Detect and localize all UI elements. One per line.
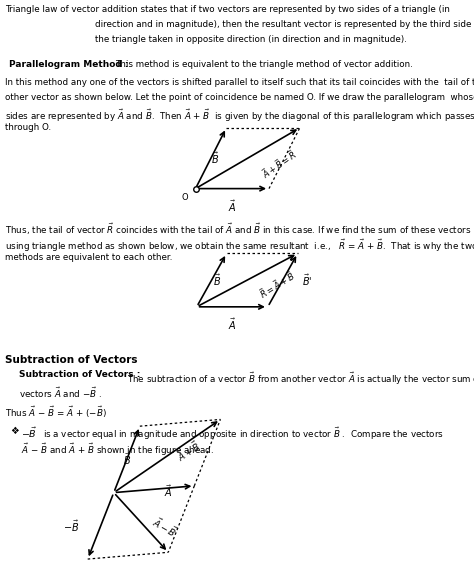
Text: The subtraction of a vector $\vec{B}$ from another vector $\vec{A}$ is actually : The subtraction of a vector $\vec{B}$ fr…: [127, 370, 474, 387]
Text: $\vec{B}$: $\vec{B}$: [211, 150, 219, 166]
Text: $\vec{A}$ $-$ $\vec{B}$ and $\vec{A}$ + $\vec{B}$ shown in the figure ahead.: $\vec{A}$ $-$ $\vec{B}$ and $\vec{A}$ + …: [21, 441, 215, 458]
Text: direction and in magnitude), then the resultant vector is represented by the thi: direction and in magnitude), then the re…: [95, 20, 474, 29]
Text: Thus $\vec{A}$ $-$ $\vec{B}$ = $\vec{A}$ + ($-\vec{B}$): Thus $\vec{A}$ $-$ $\vec{B}$ = $\vec{A}$…: [5, 405, 107, 421]
Text: $\vec{B}$: $\vec{B}$: [123, 452, 131, 467]
Text: This method is equivalent to the triangle method of vector addition.: This method is equivalent to the triangl…: [115, 60, 412, 69]
Text: $-\vec{B}$: $-\vec{B}$: [63, 518, 79, 534]
Text: Subtraction of Vectors :: Subtraction of Vectors :: [19, 370, 144, 379]
Text: $\vec{A}+\vec{B}$: $\vec{A}+\vec{B}$: [174, 439, 203, 464]
Text: sides are represented by $\vec{A}$ and $\vec{B}$.  Then $\vec{A}$ + $\vec{B}$  i: sides are represented by $\vec{A}$ and $…: [5, 108, 474, 124]
Text: Parallelogram Method :: Parallelogram Method :: [9, 60, 132, 69]
Text: In this method any one of the vectors is shifted parallel to itself such that it: In this method any one of the vectors is…: [5, 78, 474, 87]
Text: through O.: through O.: [5, 123, 51, 132]
Text: $\vec{A}+\vec{B}=\vec{R}$: $\vec{A}+\vec{B}=\vec{R}$: [259, 147, 300, 181]
Text: other vector as shown below. Let the point of coincidence be named O. If we draw: other vector as shown below. Let the poi…: [5, 93, 474, 102]
Text: $\vec{B}$: $\vec{B}$: [213, 272, 221, 288]
Text: vectors $\vec{A}$ and $-\vec{B}$ .: vectors $\vec{A}$ and $-\vec{B}$ .: [19, 386, 102, 400]
Text: $\vec{A}$: $\vec{A}$: [228, 199, 237, 214]
Text: ❖: ❖: [10, 426, 18, 436]
Text: $\vec{A}-\vec{B}$: $\vec{A}-\vec{B}$: [151, 515, 180, 539]
Text: $\vec{B}$': $\vec{B}$': [302, 272, 313, 288]
Text: the triangle taken in opposite direction (in direction and in magnitude).: the triangle taken in opposite direction…: [95, 35, 407, 44]
Text: Thus, the tail of vector $\vec{R}$ coincides with the tail of $\vec{A}$ and $\ve: Thus, the tail of vector $\vec{R}$ coinc…: [5, 222, 471, 238]
Text: $\vec{A}$: $\vec{A}$: [228, 316, 237, 332]
Text: $\vec{R}=\vec{A}+\vec{B}$: $\vec{R}=\vec{A}+\vec{B}$: [257, 269, 297, 301]
Text: $\vec{A}$: $\vec{A}$: [164, 484, 173, 499]
Text: Triangle law of vector addition states that if two vectors are represented by tw: Triangle law of vector addition states t…: [5, 5, 450, 14]
Text: using triangle method as shown below, we obtain the same resultant  i.e.,   $\ve: using triangle method as shown below, we…: [5, 238, 474, 254]
Text: is a vector equal in magnitude and opposite in direction to vector $\vec{B}$ .  : is a vector equal in magnitude and oppos…: [43, 426, 444, 443]
Text: $-\vec{B}$: $-\vec{B}$: [21, 426, 37, 440]
Text: methods are equivalent to each other.: methods are equivalent to each other.: [5, 253, 172, 262]
Text: O: O: [182, 193, 188, 202]
Text: Subtraction of Vectors: Subtraction of Vectors: [5, 355, 137, 365]
